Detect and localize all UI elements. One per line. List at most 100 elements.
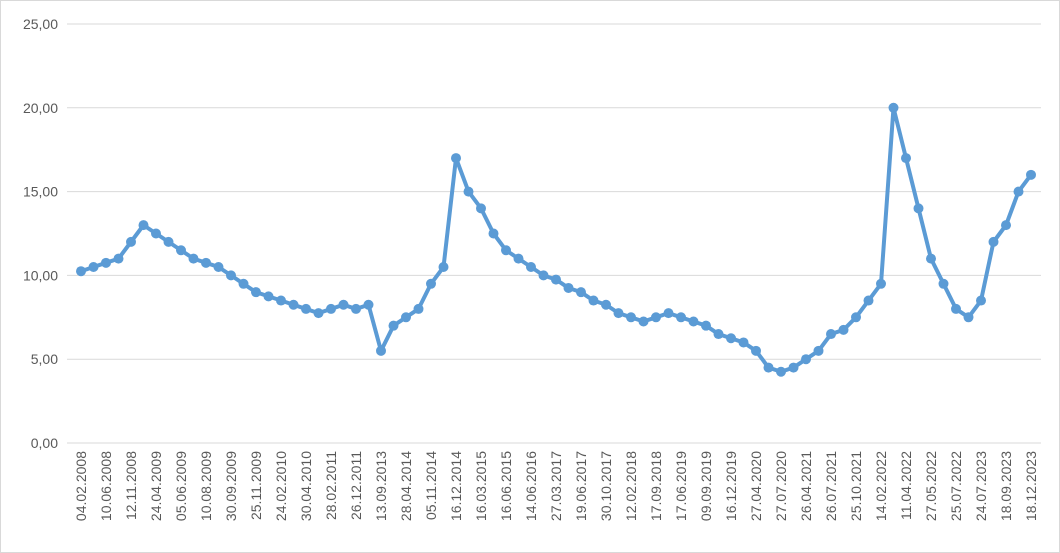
data-point bbox=[913, 203, 924, 214]
x-tick-label: 11.04.2022 bbox=[898, 451, 914, 520]
x-tick-label: 17.06.2019 bbox=[673, 451, 689, 521]
data-point bbox=[738, 337, 749, 348]
data-point bbox=[126, 236, 136, 247]
data-point bbox=[863, 295, 874, 306]
x-tick-label: 24.04.2009 bbox=[148, 451, 164, 521]
data-point bbox=[438, 262, 449, 273]
data-point bbox=[251, 287, 261, 298]
x-tick-label: 17.09.2018 bbox=[648, 451, 664, 521]
data-point bbox=[351, 303, 361, 314]
data-point bbox=[1001, 220, 1011, 231]
data-point bbox=[201, 257, 211, 268]
data-point bbox=[413, 303, 424, 314]
x-tick-label: 26.07.2021 bbox=[823, 451, 839, 521]
x-tick-label: 28.04.2014 bbox=[398, 451, 414, 521]
data-point bbox=[638, 316, 649, 327]
y-tick-label: 10,00 bbox=[23, 267, 58, 283]
data-point bbox=[301, 303, 311, 314]
data-point bbox=[263, 291, 274, 302]
x-tick-label: 27.05.2022 bbox=[923, 451, 939, 521]
x-tick-label: 10.06.2008 bbox=[98, 451, 114, 521]
data-point bbox=[701, 320, 711, 331]
data-point bbox=[938, 278, 949, 289]
x-tick-label: 14.06.2016 bbox=[523, 451, 539, 521]
x-tick-label: 14.02.2022 bbox=[873, 451, 889, 521]
data-point bbox=[988, 236, 999, 247]
data-point bbox=[326, 303, 336, 314]
data-point bbox=[288, 299, 299, 310]
x-tick-label: 25.11.2009 bbox=[248, 451, 264, 520]
x-tick-label: 18.09.2023 bbox=[998, 451, 1014, 521]
data-point bbox=[151, 228, 161, 239]
data-point bbox=[926, 253, 936, 264]
data-point bbox=[651, 312, 661, 323]
data-point bbox=[313, 308, 324, 319]
data-point bbox=[488, 228, 499, 239]
data-point bbox=[163, 236, 174, 247]
x-tick-label: 24.07.2023 bbox=[973, 451, 989, 521]
data-point bbox=[188, 253, 199, 264]
x-tick-label: 24.02.2010 bbox=[273, 451, 289, 521]
data-point bbox=[788, 362, 799, 373]
data-point bbox=[763, 362, 774, 373]
x-tick-label: 16.06.2015 bbox=[498, 451, 514, 521]
data-point bbox=[963, 312, 974, 323]
data-point bbox=[1026, 169, 1036, 180]
data-point bbox=[226, 270, 236, 281]
x-axis-tick-labels: 04.02.2008 10.06.2008 12.11.2008 24.04.2009… bbox=[73, 451, 1039, 521]
series-layer bbox=[76, 102, 1036, 377]
data-point bbox=[338, 299, 349, 310]
data-point bbox=[88, 262, 99, 273]
y-tick-label: 0,00 bbox=[31, 435, 58, 451]
data-point bbox=[476, 203, 486, 214]
x-tick-label: 16.03.2015 bbox=[473, 451, 489, 521]
x-tick-label: 05.06.2009 bbox=[173, 451, 189, 521]
data-point bbox=[626, 312, 636, 323]
y-tick-label: 25,00 bbox=[23, 16, 58, 32]
gridlines bbox=[67, 23, 1041, 444]
data-point bbox=[138, 220, 149, 231]
x-tick-label: 27.03.2017 bbox=[548, 451, 564, 521]
data-point bbox=[976, 295, 986, 306]
x-tick-label: 25.10.2021 bbox=[848, 451, 864, 521]
y-axis-tick-labels: 0,00 5,00 10,00 15,00 20,00 25,00 bbox=[23, 16, 58, 451]
x-tick-label: 09.09.2019 bbox=[698, 451, 714, 521]
x-tick-label: 26.12.2011 bbox=[348, 451, 364, 520]
data-point bbox=[563, 282, 574, 293]
x-tick-label: 19.06.2017 bbox=[573, 451, 589, 521]
data-point bbox=[513, 253, 524, 264]
data-point bbox=[888, 102, 899, 113]
x-tick-label: 30.10.2017 bbox=[598, 451, 614, 521]
data-point bbox=[613, 308, 624, 319]
data-point bbox=[588, 295, 599, 306]
x-tick-label: 25.07.2022 bbox=[948, 451, 964, 521]
data-point bbox=[813, 345, 824, 356]
data-point bbox=[176, 245, 186, 256]
data-point bbox=[213, 262, 224, 273]
data-point bbox=[726, 333, 736, 344]
data-point bbox=[388, 320, 399, 331]
data-point bbox=[363, 299, 374, 310]
data-point bbox=[826, 329, 836, 340]
x-tick-label: 18.12.2023 bbox=[1023, 451, 1039, 521]
data-point bbox=[951, 303, 961, 314]
data-point bbox=[376, 345, 386, 356]
data-point bbox=[401, 312, 411, 323]
data-point bbox=[238, 278, 249, 289]
data-point bbox=[576, 287, 586, 298]
y-tick-label: 20,00 bbox=[23, 100, 58, 116]
data-point bbox=[713, 329, 724, 340]
data-point bbox=[676, 312, 686, 323]
data-point bbox=[463, 186, 474, 197]
data-point bbox=[76, 266, 86, 277]
x-tick-label: 27.07.2020 bbox=[773, 451, 789, 521]
data-point bbox=[1013, 186, 1024, 197]
data-point bbox=[526, 262, 536, 273]
data-point bbox=[113, 253, 124, 264]
data-point bbox=[838, 324, 849, 335]
data-point bbox=[601, 299, 611, 310]
x-tick-label: 27.04.2020 bbox=[748, 451, 764, 521]
data-point bbox=[901, 153, 911, 164]
data-point bbox=[876, 278, 886, 289]
